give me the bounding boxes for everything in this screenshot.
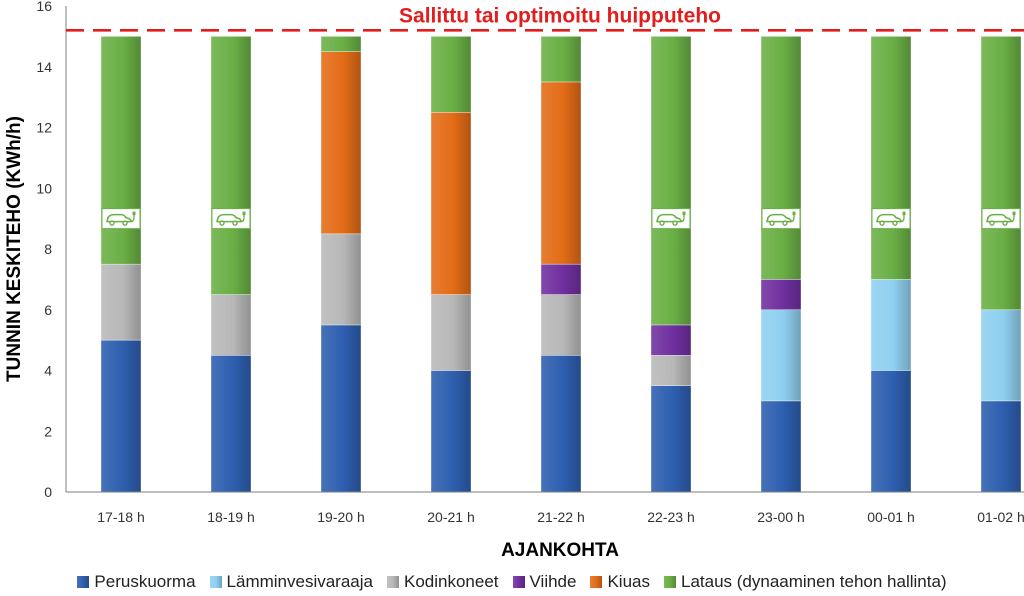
bar-segment — [210, 294, 252, 356]
legend-swatch — [512, 576, 525, 588]
legend-swatch — [590, 576, 603, 588]
ev-charging-car-icon — [211, 208, 251, 230]
bar-segment — [760, 309, 802, 402]
icons-layer — [101, 208, 1021, 230]
bar-segment — [540, 263, 582, 295]
bar-segment — [430, 112, 472, 295]
bar-segment — [210, 36, 252, 295]
bar-segment — [430, 294, 472, 371]
y-tick-label: 12 — [36, 120, 52, 136]
ev-charging-car-icon — [651, 208, 691, 230]
bar-segment — [320, 36, 362, 52]
legend-label: Kiuas — [607, 572, 650, 591]
y-tick-label: 2 — [44, 423, 52, 439]
y-tick-label: 4 — [44, 363, 52, 379]
y-tick-label: 16 — [36, 0, 52, 14]
y-tick-label: 14 — [36, 59, 52, 75]
bar-segment — [760, 279, 802, 311]
bar-segment — [980, 36, 1022, 311]
x-tick-label: 00-01 h — [867, 509, 914, 525]
x-tick-label: 22-23 h — [647, 509, 694, 525]
x-axis-title: AJANKOHTA — [501, 540, 619, 561]
ev-charging-car-icon — [871, 208, 911, 230]
bar-segment — [650, 324, 692, 356]
bar-segment — [760, 400, 802, 493]
axes-layer: 0 2 4 6 8 10 12 14 16 17-18 h 18-19 h 19-20 h 20-21 … — [36, 0, 1024, 525]
stacked-bar-chart: 0 2 4 6 8 10 12 14 16 17-18 h 18-19 h 19-20 h 20-21 … — [4, 0, 1024, 561]
bar-segment — [870, 279, 912, 371]
bar-segment — [540, 294, 582, 356]
bar-segment — [870, 36, 912, 280]
legend-item: Kiuas — [590, 572, 650, 592]
y-tick-label: 6 — [44, 302, 52, 318]
bar-segment — [650, 355, 692, 386]
bar-segment — [430, 36, 472, 113]
x-tick-label: 17-18 h — [97, 509, 144, 525]
bar-segment — [540, 36, 582, 83]
x-tick-label: 18-19 h — [207, 509, 254, 525]
legend-label: Viihde — [529, 572, 577, 591]
x-tick-label: 20-21 h — [427, 509, 474, 525]
legend-swatch — [209, 576, 222, 588]
legend-swatch — [386, 576, 399, 588]
legend-label: Kodinkoneet — [403, 572, 499, 591]
legend-label: Lataus (dynaaminen tehon hallinta) — [681, 572, 947, 591]
bar-segment — [540, 81, 582, 265]
bar-segment — [760, 36, 802, 280]
legend: Peruskuorma Lämminvesivaraaja Kodinkoneet V… — [0, 572, 1024, 592]
y-tick-label: 8 — [44, 241, 52, 257]
reference-line-label: Sallittu tai optimoitu huipputeho — [399, 4, 721, 27]
legend-item: Lataus (dynaaminen tehon hallinta) — [664, 572, 947, 592]
bar-segment — [980, 309, 1022, 402]
bar-segment — [540, 355, 582, 493]
x-tick-label: 21-22 h — [537, 509, 584, 525]
x-tick-label: 19-20 h — [317, 509, 364, 525]
legend-item: Lämminvesivaraaja — [209, 572, 373, 592]
legend-label: Peruskuorma — [94, 572, 196, 591]
legend-swatch — [77, 576, 90, 588]
bar-segment — [870, 370, 912, 493]
legend-item: Kodinkoneet — [386, 572, 499, 592]
x-tick-label: 23-00 h — [757, 509, 804, 525]
bar-segment — [430, 370, 472, 493]
legend-label: Lämminvesivaraaja — [226, 572, 373, 591]
y-axis-title: TUNNIN KESKITEHO (KWh/h) — [4, 116, 25, 382]
legend-swatch — [664, 576, 676, 588]
bar-segment — [980, 400, 1022, 493]
legend-item: Viihde — [512, 572, 577, 592]
ev-charging-car-icon — [761, 208, 801, 230]
bar-segment — [650, 385, 692, 493]
y-tick-label: 0 — [44, 484, 52, 500]
y-tick-label: 10 — [36, 180, 52, 196]
bars-layer — [100, 36, 1022, 493]
bar-segment — [210, 355, 252, 493]
x-tick-label: 01-02 h — [977, 509, 1024, 525]
bar-segment — [100, 36, 142, 265]
bar-segment — [650, 36, 692, 326]
bar-segment — [320, 51, 362, 235]
bar-segment — [100, 263, 142, 341]
ev-charging-car-icon — [101, 208, 141, 230]
bar-segment — [320, 233, 362, 326]
bar-segment — [320, 324, 362, 493]
legend-item: Peruskuorma — [77, 572, 196, 592]
ev-charging-car-icon — [981, 208, 1021, 230]
bar-segment — [100, 339, 142, 493]
